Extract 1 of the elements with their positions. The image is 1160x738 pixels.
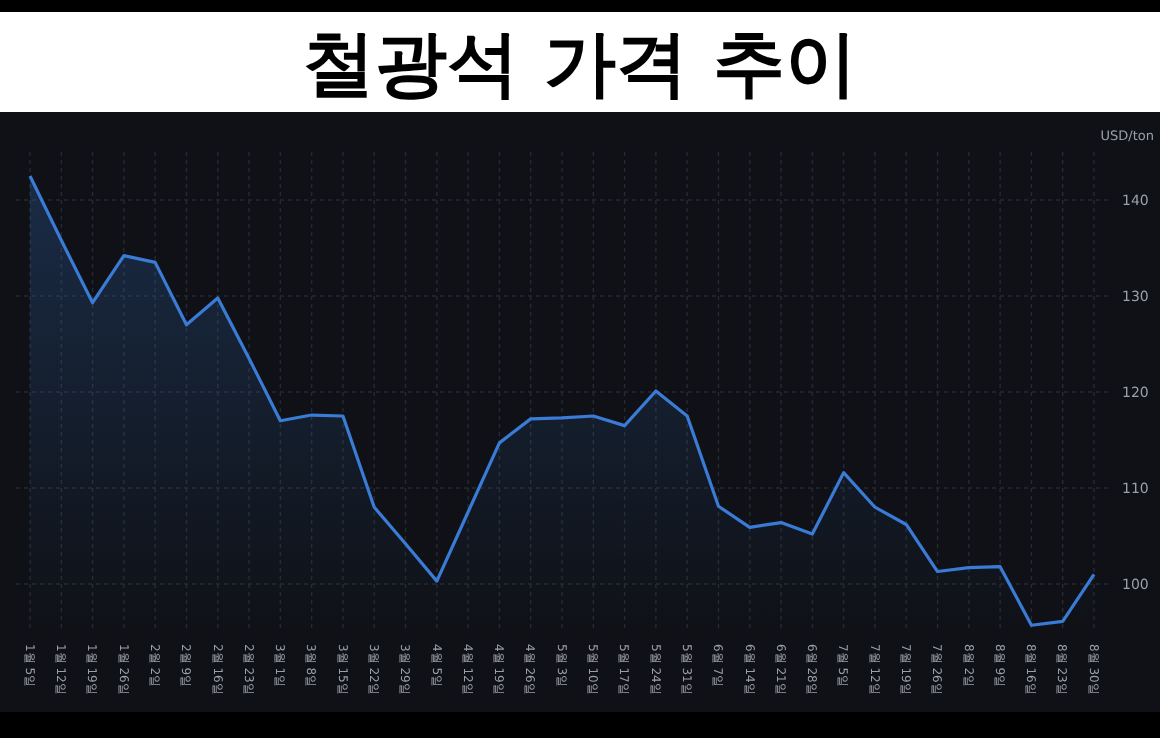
- chart-title: 철광석 가격 추이: [302, 24, 858, 106]
